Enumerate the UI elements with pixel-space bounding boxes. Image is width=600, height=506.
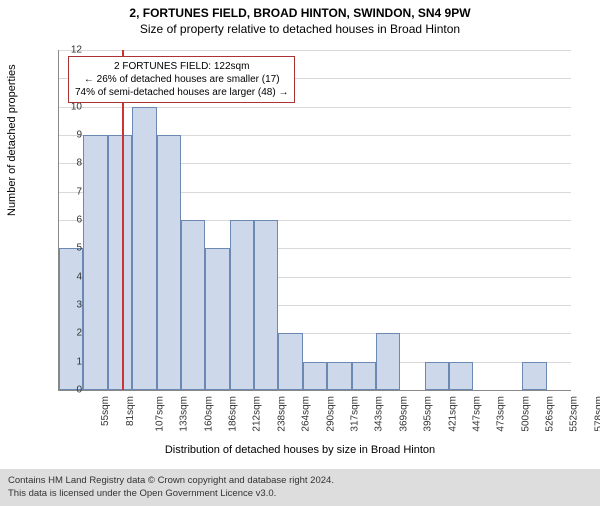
y-tick-label: 8 xyxy=(62,158,82,169)
footer-line2: This data is licensed under the Open Gov… xyxy=(8,488,592,500)
y-tick-label: 2 xyxy=(62,328,82,339)
histogram-bar xyxy=(108,135,132,390)
histogram-bar xyxy=(376,333,400,390)
x-tick-label: 447sqm xyxy=(471,396,482,432)
histogram-bar xyxy=(181,220,205,390)
gridline xyxy=(59,50,571,51)
footer: Contains HM Land Registry data © Crown c… xyxy=(0,469,600,506)
y-tick-label: 12 xyxy=(62,45,82,56)
histogram-bar xyxy=(278,333,302,390)
x-tick-label: 552sqm xyxy=(569,396,580,432)
x-tick-label: 290sqm xyxy=(325,396,336,432)
x-tick-label: 107sqm xyxy=(155,396,166,432)
x-tick-label: 212sqm xyxy=(252,396,263,432)
plot-area: 2 FORTUNES FIELD: 122sqm ← 26% of detach… xyxy=(58,50,570,390)
x-tick-label: 500sqm xyxy=(520,396,531,432)
title-subtitle: Size of property relative to detached ho… xyxy=(0,22,600,36)
annotation-line1: 2 FORTUNES FIELD: 122sqm xyxy=(75,60,288,73)
x-tick-label: 238sqm xyxy=(276,396,287,432)
y-tick-label: 1 xyxy=(62,356,82,367)
x-tick-label: 81sqm xyxy=(125,396,136,426)
y-tick-label: 7 xyxy=(62,186,82,197)
title-address: 2, FORTUNES FIELD, BROAD HINTON, SWINDON… xyxy=(0,6,600,20)
histogram-bar xyxy=(205,248,229,390)
y-tick-label: 3 xyxy=(62,300,82,311)
x-tick-label: 264sqm xyxy=(301,396,312,432)
annotation-line2: ← 26% of detached houses are smaller (17… xyxy=(75,73,288,86)
histogram-bar xyxy=(522,362,546,390)
x-tick-label: 395sqm xyxy=(423,396,434,432)
histogram-bar xyxy=(59,248,83,390)
x-tick-label: 343sqm xyxy=(374,396,385,432)
histogram-bar xyxy=(449,362,473,390)
x-tick-label: 369sqm xyxy=(398,396,409,432)
chart-container: 2, FORTUNES FIELD, BROAD HINTON, SWINDON… xyxy=(0,6,600,506)
histogram-bar xyxy=(230,220,254,390)
y-tick-label: 5 xyxy=(62,243,82,254)
y-tick-label: 6 xyxy=(62,215,82,226)
histogram-bar xyxy=(352,362,376,390)
annotation-box: 2 FORTUNES FIELD: 122sqm ← 26% of detach… xyxy=(68,56,295,103)
histogram-bar xyxy=(254,220,278,390)
y-tick-label: 9 xyxy=(62,130,82,141)
histogram-bar xyxy=(303,362,327,390)
histogram-bar xyxy=(157,135,181,390)
footer-line1: Contains HM Land Registry data © Crown c… xyxy=(8,475,592,487)
x-tick-label: 578sqm xyxy=(593,396,600,432)
histogram-bar xyxy=(425,362,449,390)
x-tick-label: 317sqm xyxy=(350,396,361,432)
y-axis-label: Number of detached properties xyxy=(6,64,18,216)
x-tick-label: 55sqm xyxy=(100,396,111,426)
y-tick-label: 4 xyxy=(62,271,82,282)
x-tick-label: 421sqm xyxy=(447,396,458,432)
x-tick-label: 473sqm xyxy=(496,396,507,432)
histogram-bar xyxy=(327,362,351,390)
x-tick-label: 526sqm xyxy=(545,396,556,432)
x-tick-label: 133sqm xyxy=(179,396,190,432)
x-axis-label: Distribution of detached houses by size … xyxy=(0,444,600,456)
x-tick-label: 160sqm xyxy=(203,396,214,432)
annotation-line3: 74% of semi-detached houses are larger (… xyxy=(75,86,288,99)
histogram-bar xyxy=(83,135,107,390)
y-tick-label: 0 xyxy=(62,385,82,396)
histogram-bar xyxy=(132,107,156,390)
x-tick-label: 186sqm xyxy=(228,396,239,432)
